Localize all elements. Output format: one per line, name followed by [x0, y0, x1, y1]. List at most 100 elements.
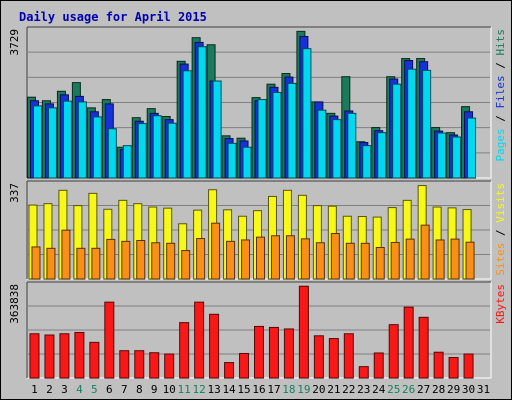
bar-kbytes-day-4 [74, 331, 85, 379]
bar-sites-day-24 [375, 246, 385, 280]
x-tick-label-27: 27 [417, 383, 430, 396]
bar-pages-day-14 [227, 142, 237, 179]
x-tick-label-7: 7 [121, 383, 128, 396]
bar-sites-day-16 [256, 236, 265, 280]
bar-kbytes-day-7 [119, 350, 130, 379]
legend-sites: Sites [494, 243, 507, 276]
bar-sites-day-26 [405, 238, 415, 280]
bar-sites-day-18 [285, 235, 295, 280]
bar-sites-day-20 [315, 242, 325, 280]
bar-sites-day-14 [226, 240, 236, 280]
bar-sites-day-19 [300, 238, 310, 280]
bar-pages-day-9 [152, 115, 162, 179]
bar-pages-day-15 [242, 146, 252, 179]
bar-pages-day-8 [137, 123, 147, 179]
bar-kbytes-day-16 [254, 325, 264, 379]
bar-pages-day-3 [62, 100, 72, 179]
panel-max-label: 337 [8, 183, 21, 203]
bar-pages-day-2 [47, 107, 57, 179]
bar-kbytes-day-2 [44, 334, 55, 379]
bar-kbytes-day-11 [179, 322, 190, 379]
bar-pages-day-1 [32, 105, 42, 179]
bar-sites-day-11 [181, 250, 191, 280]
bar-sites-day-1 [31, 246, 41, 280]
panel-legend: KBytes [494, 284, 507, 324]
bar-pages-day-28 [437, 132, 447, 179]
x-tick-label-30: 30 [462, 383, 475, 396]
x-tick-label-6: 6 [106, 383, 113, 396]
bar-sites-day-27 [420, 224, 430, 280]
bar-kbytes-day-26 [403, 306, 414, 379]
bar-pages-day-5 [92, 116, 102, 179]
x-tick-label-15: 15 [237, 383, 250, 396]
bar-kbytes-day-21 [328, 338, 339, 379]
bar-pages-day-10 [167, 122, 177, 179]
bar-pages-day-13 [212, 80, 222, 179]
x-tick-label-18: 18 [282, 383, 295, 396]
legend-pages: Pages [494, 128, 507, 161]
bar-kbytes-day-12 [194, 301, 205, 379]
panel-max-label: 363838 [8, 284, 21, 324]
x-tick-label-22: 22 [342, 383, 355, 396]
bar-pages-day-18 [287, 82, 297, 179]
bar-kbytes-day-20 [313, 335, 324, 379]
bar-pages-day-25 [392, 83, 402, 179]
bar-kbytes-day-6 [104, 301, 115, 379]
panel-legend: Sites / Visits [494, 183, 507, 276]
bar-pages-day-12 [197, 46, 207, 179]
x-tick-label-20: 20 [312, 383, 325, 396]
x-tick-label-23: 23 [357, 383, 370, 396]
x-tick-label-17: 17 [267, 383, 280, 396]
bar-pages-day-23 [362, 145, 372, 179]
x-tick-label-24: 24 [372, 383, 386, 396]
bar-sites-day-22 [345, 242, 355, 280]
x-tick-label-8: 8 [136, 383, 143, 396]
bar-pages-day-20 [317, 109, 327, 179]
bar-sites-day-12 [196, 238, 206, 280]
legend-files: Files [494, 75, 507, 108]
bar-kbytes-day-1 [29, 333, 40, 379]
bar-pages-day-6 [107, 128, 117, 179]
bar-pages-day-22 [347, 112, 357, 179]
bar-kbytes-day-17 [268, 326, 279, 379]
bar-kbytes-day-9 [149, 352, 160, 379]
bar-pages-day-17 [272, 91, 282, 179]
x-tick-label-2: 2 [46, 383, 53, 396]
bar-kbytes-day-30 [463, 353, 474, 379]
bar-kbytes-day-22 [343, 333, 354, 379]
bar-sites-day-30 [465, 241, 475, 280]
bar-pages-day-26 [407, 68, 417, 179]
bar-pages-day-16 [257, 99, 267, 179]
bar-sites-day-9 [151, 242, 161, 280]
x-tick-label-31: 31 [477, 383, 490, 396]
bar-kbytes-day-10 [164, 353, 175, 379]
bar-pages-day-29 [452, 136, 462, 179]
bar-pages-day-21 [332, 119, 342, 179]
x-tick-label-28: 28 [432, 383, 445, 396]
x-tick-label-10: 10 [163, 383, 176, 396]
legend-separator: / [494, 56, 507, 76]
legend-separator: / [494, 223, 507, 243]
bar-pages-day-30 [467, 117, 477, 179]
legend-hits: Hits [494, 29, 507, 56]
bar-sites-day-23 [360, 242, 370, 280]
legend-visits: Visits [494, 183, 507, 223]
bar-pages-day-4 [77, 101, 87, 179]
bar-sites-day-5 [91, 247, 101, 280]
bar-kbytes-day-8 [134, 350, 145, 379]
x-tick-label-29: 29 [447, 383, 460, 396]
bar-kbytes-day-27 [418, 316, 429, 379]
bar-kbytes-day-18 [283, 328, 294, 379]
bar-sites-day-7 [121, 240, 131, 280]
bar-pages-day-7 [122, 145, 132, 179]
bar-sites-day-6 [106, 238, 116, 280]
bar-sites-day-17 [270, 235, 280, 280]
x-tick-label-26: 26 [402, 383, 415, 396]
x-tick-label-3: 3 [61, 383, 68, 396]
bar-kbytes-day-5 [89, 341, 100, 379]
bar-kbytes-day-13 [209, 313, 220, 379]
panel-max-label: 3729 [8, 29, 21, 56]
x-tick-label-11: 11 [178, 383, 191, 396]
